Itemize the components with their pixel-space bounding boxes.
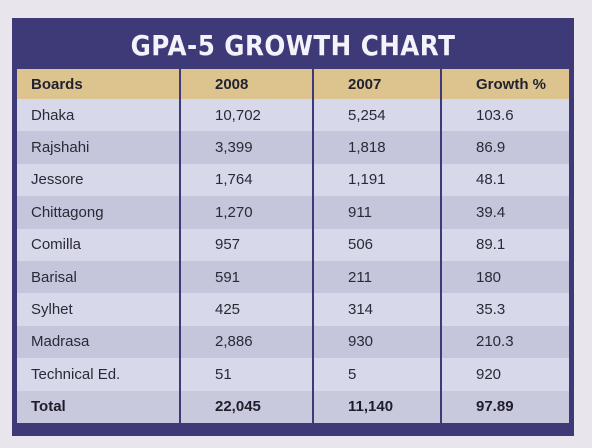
value-2007-cell: 506 <box>312 228 441 261</box>
table-row: Comilla 957 506 89.1 <box>17 228 569 261</box>
board-name-cell: Technical Ed. <box>17 358 180 391</box>
column-header-2008: 2008 <box>179 69 313 99</box>
total-2007-cell: 11,140 <box>312 390 441 423</box>
value-2007-cell: 930 <box>312 325 441 359</box>
value-2007-cell: 1,191 <box>312 163 441 197</box>
value-2008-cell: 1,764 <box>179 163 313 197</box>
value-2007-cell: 5,254 <box>312 99 441 132</box>
growth-cell: 48.1 <box>440 163 569 197</box>
total-row: Total 22,045 11,140 97.89 <box>17 390 569 423</box>
value-2007-cell: 314 <box>312 293 441 326</box>
board-name-cell: Rajshahi <box>17 131 180 164</box>
growth-cell: 180 <box>440 260 569 294</box>
table-row: Technical Ed. 51 5 920 <box>17 358 569 391</box>
table-row: Jessore 1,764 1,191 48.1 <box>17 163 569 197</box>
value-2008-cell: 425 <box>179 293 313 326</box>
table-row: Sylhet 425 314 35.3 <box>17 293 569 326</box>
board-name-cell: Barisal <box>17 260 180 294</box>
board-name-cell: Comilla <box>17 228 180 261</box>
growth-cell: 35.3 <box>440 293 569 326</box>
growth-cell: 86.9 <box>440 131 569 164</box>
growth-chart-panel: GPA-5 GROWTH CHART Boards 2008 2007 Grow… <box>12 18 574 436</box>
total-label-cell: Total <box>17 390 180 423</box>
growth-cell: 89.1 <box>440 228 569 261</box>
value-2008-cell: 1,270 <box>179 196 313 229</box>
value-2008-cell: 957 <box>179 228 313 261</box>
board-name-cell: Dhaka <box>17 99 180 132</box>
value-2008-cell: 2,886 <box>179 325 313 359</box>
value-2007-cell: 211 <box>312 260 441 294</box>
value-2007-cell: 5 <box>312 358 441 391</box>
growth-cell: 39.4 <box>440 196 569 229</box>
value-2008-cell: 3,399 <box>179 131 313 164</box>
table-row: Barisal 591 211 180 <box>17 260 569 294</box>
table-row: Dhaka 10,702 5,254 103.6 <box>17 99 569 132</box>
value-2008-cell: 10,702 <box>179 99 313 132</box>
column-header-boards: Boards <box>17 69 180 99</box>
growth-cell: 210.3 <box>440 325 569 359</box>
value-2008-cell: 591 <box>179 260 313 294</box>
column-header-growth: Growth % <box>440 69 569 99</box>
board-name-cell: Jessore <box>17 163 180 197</box>
growth-cell: 920 <box>440 358 569 391</box>
table-header-row: Boards 2008 2007 Growth % <box>17 69 569 99</box>
board-name-cell: Chittagong <box>17 196 180 229</box>
board-name-cell: Sylhet <box>17 293 180 326</box>
board-name-cell: Madrasa <box>17 325 180 359</box>
value-2008-cell: 51 <box>179 358 313 391</box>
value-2007-cell: 1,818 <box>312 131 441 164</box>
table-row: Chittagong 1,270 911 39.4 <box>17 196 569 229</box>
chart-title: GPA-5 GROWTH CHART <box>130 28 456 62</box>
column-header-2007: 2007 <box>312 69 441 99</box>
value-2007-cell: 911 <box>312 196 441 229</box>
table-row: Madrasa 2,886 930 210.3 <box>17 325 569 359</box>
growth-table: Boards 2008 2007 Growth % Dhaka 10,702 5… <box>17 69 569 423</box>
total-2008-cell: 22,045 <box>179 390 313 423</box>
table-row: Rajshahi 3,399 1,818 86.9 <box>17 131 569 164</box>
growth-cell: 103.6 <box>440 99 569 132</box>
total-growth-cell: 97.89 <box>440 390 569 423</box>
